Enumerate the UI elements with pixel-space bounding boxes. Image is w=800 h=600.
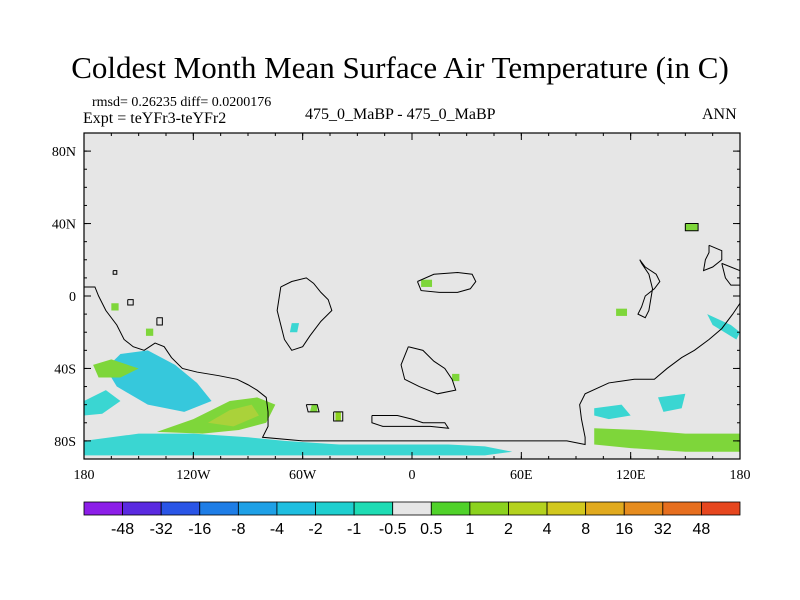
- stats-label: rmsd= 0.26235 diff= 0.0200176: [92, 95, 272, 110]
- y-tick-label: 40N: [52, 218, 76, 233]
- colorbar-box: [701, 501, 741, 516]
- x-tick-label: 120W: [176, 468, 211, 483]
- colorbar-label: -48: [111, 521, 134, 538]
- chart-title: Coldest Month Mean Surface Air Temperatu…: [71, 50, 729, 85]
- colorbar-label: -4: [270, 521, 284, 538]
- x-tick-label: 120E: [616, 468, 646, 483]
- coastline: [333, 411, 344, 422]
- region-pacific-island-warm-2: [145, 328, 154, 336]
- coastline: [127, 299, 134, 306]
- x-tick-label: 60W: [289, 468, 317, 483]
- colorbar-label: 4: [543, 521, 552, 538]
- coastline: [721, 262, 740, 286]
- y-tick-label: 80S: [54, 435, 76, 450]
- colorbar-label: -32: [150, 521, 173, 538]
- x-tick-label: 180: [74, 468, 95, 483]
- y-tick-label: 40S: [54, 362, 76, 377]
- region-antarctic-east-warm: [594, 428, 740, 452]
- region-sumatra-warm: [616, 308, 628, 316]
- region-pacific-far-west-cool: [84, 390, 121, 416]
- region-pacific-west-cool: [105, 350, 212, 412]
- colorbar-box: [160, 501, 201, 516]
- colorbar-label: 48: [693, 521, 711, 538]
- colorbar-box: [585, 501, 625, 516]
- coastline: [637, 259, 661, 319]
- season-label: ANN: [702, 106, 737, 123]
- colorbar-box: [276, 501, 316, 516]
- coastline: [84, 286, 740, 446]
- colorbar-box: [430, 501, 471, 516]
- colorbar-box: [392, 501, 432, 516]
- experiment-label: Expt = teYFr3-teYFr2: [83, 110, 227, 127]
- colorbar-label: 1: [465, 521, 474, 538]
- colorbar-label: -1: [347, 521, 361, 538]
- colorbar-box: [623, 501, 664, 516]
- colorbar-box: [469, 501, 509, 516]
- colorbar-box: [122, 501, 162, 516]
- colorbar-box: [662, 501, 702, 516]
- colorbar-label: 32: [654, 521, 672, 538]
- coastline: [417, 271, 477, 293]
- colorbar-box: [315, 501, 355, 516]
- coastline: [702, 244, 723, 272]
- coastline: [276, 277, 333, 351]
- region-patagonia-warm-2: [335, 411, 341, 421]
- colorbar-label: 2: [504, 521, 513, 538]
- coastline: [305, 404, 320, 413]
- case-label: 475_0_MaBP - 475_0_MaBP: [305, 106, 496, 123]
- anomaly-regions: [84, 223, 740, 456]
- coastline: [400, 346, 457, 395]
- coastline: [684, 223, 699, 232]
- colorbar-label: 0.5: [420, 521, 442, 538]
- region-sahara-warm: [421, 279, 433, 287]
- colorbar-label: -2: [308, 521, 322, 538]
- continent-outlines: [84, 223, 740, 446]
- colorbar-box: [546, 501, 587, 516]
- y-tick-label: 80N: [52, 145, 76, 160]
- x-tick-label: 60E: [510, 468, 533, 483]
- region-pacific-island-warm: [111, 303, 119, 311]
- colorbar-box: [353, 501, 394, 516]
- region-australia-south-cool: [658, 393, 686, 412]
- region-africa-south-warm: [452, 373, 460, 382]
- coastline: [112, 270, 118, 275]
- y-tick-label: 0: [69, 290, 76, 305]
- colorbar-box: [237, 501, 278, 516]
- coastline: [156, 317, 163, 326]
- region-east-asia-warm: [685, 223, 699, 231]
- colorbar-label: -8: [231, 521, 245, 538]
- coastline: [371, 415, 450, 429]
- colorbar-label: 8: [581, 521, 590, 538]
- colorbar-box: [199, 501, 239, 516]
- colorbar-box: [83, 501, 123, 516]
- colorbar-label: 16: [615, 521, 633, 538]
- x-tick-label: 0: [409, 468, 416, 483]
- x-tick-label: 180: [730, 468, 751, 483]
- region-pacific-warm-band: [93, 359, 139, 378]
- region-indian-south-cool: [594, 404, 631, 420]
- colorbar-label: -16: [188, 521, 211, 538]
- region-amazon-cool: [289, 323, 300, 333]
- region-patagonia-warm-1: [309, 404, 318, 412]
- region-south-pacific-warm-core: [207, 404, 259, 427]
- region-southern-ocean-cool: [84, 433, 513, 456]
- colorbar-label: -0.5: [379, 521, 407, 538]
- colorbar-box: [508, 501, 548, 516]
